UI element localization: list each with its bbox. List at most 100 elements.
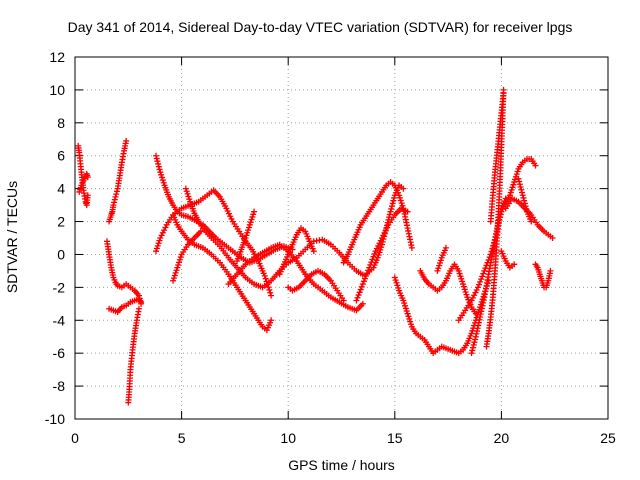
data-trace: [237, 230, 247, 242]
data-point: [474, 284, 481, 291]
data-trace: [235, 263, 247, 276]
data-trace: [375, 244, 385, 259]
data-trace: [388, 194, 398, 212]
series-arc17: [353, 205, 411, 304]
data-trace: [418, 269, 427, 281]
x-tick-label: 0: [71, 430, 79, 446]
series-arc18: [370, 182, 407, 271]
data-trace: [347, 261, 358, 272]
data-trace: [295, 248, 307, 259]
data-trace: [210, 237, 221, 248]
y-tick-label: -2: [53, 279, 66, 295]
data-trace: [81, 190, 89, 202]
data-trace: [457, 309, 467, 321]
data-point: [519, 192, 526, 199]
data-point: [340, 297, 347, 304]
data-trace: [202, 246, 213, 256]
series-arc11: [170, 228, 204, 284]
data-trace: [83, 194, 91, 206]
data-point: [261, 272, 268, 279]
data-trace: [266, 247, 277, 257]
y-tick-label: -10: [45, 411, 65, 427]
data-trace: [535, 266, 543, 276]
data-trace: [210, 253, 221, 264]
data-trace: [371, 197, 380, 206]
data-point: [251, 208, 258, 215]
data-trace: [133, 289, 141, 297]
data-trace: [405, 227, 415, 249]
data-trace: [290, 234, 299, 246]
data-trace: [278, 243, 290, 253]
data-trace: [317, 269, 326, 277]
data-trace: [256, 260, 267, 277]
data-trace: [201, 223, 211, 233]
data-trace: [371, 257, 380, 269]
data-point: [112, 193, 119, 200]
data-trace: [108, 267, 116, 279]
y-tick-label: -4: [53, 312, 66, 328]
data-trace: [244, 240, 254, 251]
data-trace: [512, 168, 521, 183]
data-trace: [113, 188, 120, 198]
data-trace: [155, 163, 163, 173]
data-trace: [201, 227, 213, 240]
data-trace: [261, 246, 273, 255]
chart-title: Day 341 of 2014, Sidereal Day-to-day VTE…: [67, 19, 573, 35]
series-arc16: [340, 179, 415, 266]
data-trace: [367, 250, 378, 268]
data-trace: [329, 280, 339, 292]
data-trace: [504, 197, 514, 209]
data-trace: [253, 281, 264, 290]
data-trace: [180, 244, 190, 255]
series-arc29: [532, 261, 554, 291]
data-trace: [192, 230, 203, 240]
data-trace: [511, 196, 520, 204]
data-trace: [227, 256, 239, 269]
data-trace: [109, 204, 117, 213]
data-trace: [363, 210, 371, 220]
data-trace: [304, 240, 315, 251]
series-arc6: [125, 305, 142, 406]
data-trace: [435, 257, 444, 272]
y-tick-label: 12: [49, 49, 65, 65]
series-arc3: [106, 137, 130, 225]
data-trace: [153, 155, 161, 165]
data-trace: [158, 171, 167, 186]
data-trace: [180, 212, 189, 220]
data-point: [197, 228, 204, 235]
data-trace: [463, 299, 473, 311]
data-trace: [496, 147, 505, 197]
data-point: [532, 162, 539, 169]
data-trace: [539, 279, 547, 289]
data-trace: [537, 273, 545, 282]
data-trace: [239, 237, 248, 251]
x-axis-label: GPS time / hours: [288, 457, 395, 473]
data-trace: [270, 242, 281, 251]
data-point: [84, 174, 91, 181]
x-tick-label: 20: [494, 430, 510, 446]
ticks: 0 5 10 15 20 25 -10 -8 -6 -4 -2 0 2 4 6 8 10 12: [45, 49, 616, 446]
series-arc4: [103, 238, 145, 307]
data-trace: [373, 237, 384, 252]
data-point: [310, 248, 317, 255]
series-arc14: [276, 225, 317, 278]
data-point: [268, 317, 275, 324]
data-trace: [287, 255, 298, 265]
data-trace: [104, 240, 112, 255]
data-point: [528, 218, 535, 225]
data-trace: [440, 279, 448, 289]
series-arc5: [106, 295, 145, 316]
data-trace: [321, 237, 332, 247]
data-trace: [218, 196, 229, 210]
data-trace: [448, 263, 457, 272]
series-arc15: [285, 267, 347, 304]
data-trace: [354, 224, 363, 236]
data-trace: [529, 214, 540, 226]
data-trace: [393, 207, 403, 217]
data-point: [549, 235, 556, 241]
data-trace: [494, 196, 503, 239]
series-arc24: [483, 86, 507, 350]
data-trace: [303, 230, 312, 242]
data-trace: [243, 299, 256, 315]
